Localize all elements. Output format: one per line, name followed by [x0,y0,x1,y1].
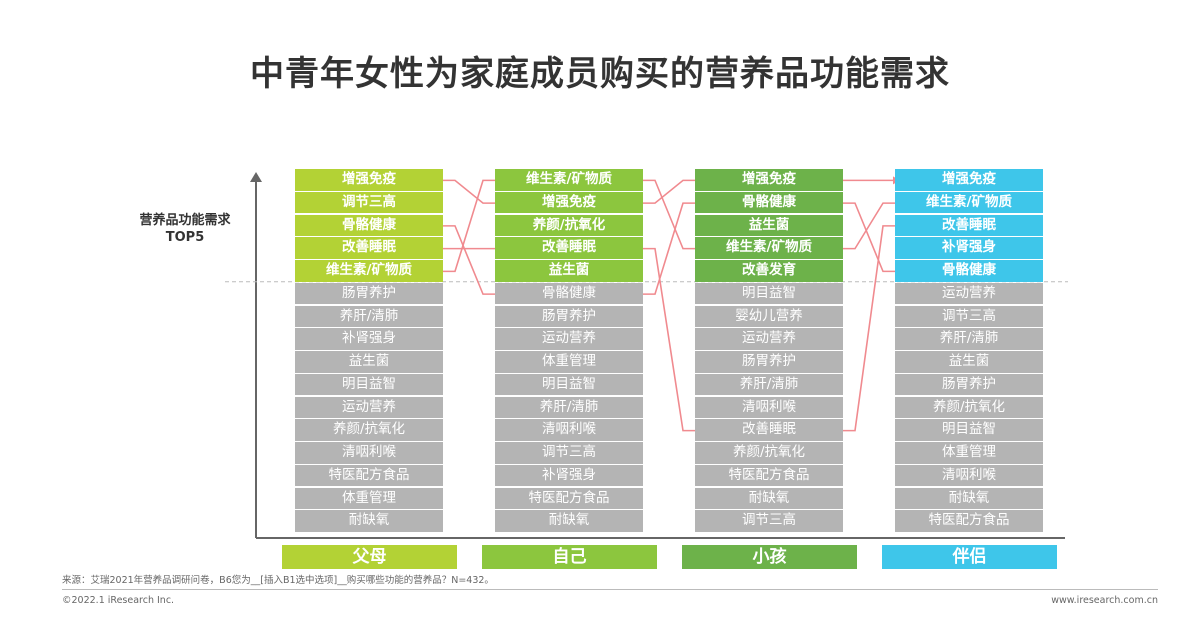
footer-divider [62,589,1158,590]
cell-1-13: 清咽利喉 [295,442,443,464]
cell-4-14: 清咽利喉 [895,464,1043,487]
cell-2-9: 体重管理 [495,351,643,373]
category-label-1: 父母 [282,545,457,569]
source-note: 来源：艾瑞2021年营养品调研问卷，B6您为__[插入B1选中选项]__购买哪些… [62,575,494,586]
cell-2-12: 清咽利喉 [495,419,643,441]
category-label-3: 小孩 [682,545,857,569]
cell-3-1: 增强免疫 [695,169,843,191]
cell-4-7: 调节三高 [895,305,1043,327]
copyright: ©2022.1 iResearch Inc. [62,595,175,606]
cell-4-15: 耐缺氧 [895,487,1043,509]
cell-1-14: 特医配方食品 [295,464,443,487]
cell-4-6: 运动营养 [895,282,1043,305]
website: www.iresearch.com.cn [1051,595,1158,606]
cell-4-13: 体重管理 [895,442,1043,464]
cell-1-2: 调节三高 [295,191,443,214]
y-axis-label: 营养品功能需求 TOP5 [120,212,250,246]
cell-3-5: 改善发育 [695,260,843,282]
cell-2-10: 明目益智 [495,373,643,396]
cell-1-4: 改善睡眠 [295,237,443,259]
cell-3-13: 养颜/抗氧化 [695,442,843,464]
cell-3-4: 维生素/矿物质 [695,237,843,259]
cell-3-2: 骨骼健康 [695,191,843,214]
cell-1-11: 运动营养 [295,396,443,418]
cell-4-11: 养颜/抗氧化 [895,396,1043,418]
cell-2-16: 耐缺氧 [495,510,643,532]
cell-4-8: 养肝/清肺 [895,328,1043,350]
cell-4-10: 肠胃养护 [895,373,1043,396]
cell-1-1: 增强免疫 [295,169,443,191]
cell-3-7: 婴幼儿营养 [695,305,843,327]
cell-2-3: 养颜/抗氧化 [495,214,643,236]
category-label-2: 自己 [482,545,657,569]
cell-3-16: 调节三高 [695,510,843,532]
cell-4-4: 补肾强身 [895,237,1043,259]
cell-2-6: 骨骼健康 [495,282,643,305]
cell-4-16: 特医配方食品 [895,510,1043,532]
cell-2-2: 增强免疫 [495,191,643,214]
cell-2-8: 运动营养 [495,328,643,350]
cell-3-9: 肠胃养护 [695,351,843,373]
cell-1-6: 肠胃养护 [295,282,443,305]
y-axis-arrow-icon [250,172,262,182]
cell-2-14: 补肾强身 [495,464,643,487]
cell-2-11: 养肝/清肺 [495,396,643,418]
cell-1-8: 补肾强身 [295,328,443,350]
cell-3-14: 特医配方食品 [695,464,843,487]
cell-4-1: 增强免疫 [895,169,1043,191]
cell-4-3: 改善睡眠 [895,214,1043,236]
cell-3-15: 耐缺氧 [695,487,843,509]
cell-1-10: 明目益智 [295,373,443,396]
cell-4-2: 维生素/矿物质 [895,191,1043,214]
cell-3-6: 明目益智 [695,282,843,305]
cell-3-10: 养肝/清肺 [695,373,843,396]
page-title: 中青年女性为家庭成员购买的营养品功能需求 [250,54,950,94]
cell-1-15: 体重管理 [295,487,443,509]
cell-2-5: 益生菌 [495,260,643,282]
cell-2-13: 调节三高 [495,442,643,464]
cell-2-1: 维生素/矿物质 [495,169,643,191]
cell-3-3: 益生菌 [695,214,843,236]
cell-1-5: 维生素/矿物质 [295,260,443,282]
cell-4-5: 骨骼健康 [895,260,1043,282]
cell-4-9: 益生菌 [895,351,1043,373]
cell-3-12: 改善睡眠 [695,419,843,441]
cell-1-12: 养颜/抗氧化 [295,419,443,441]
cell-3-11: 清咽利喉 [695,396,843,418]
cell-1-3: 骨骼健康 [295,214,443,236]
cell-2-7: 肠胃养护 [495,305,643,327]
y-axis-label-line2: TOP5 [165,230,205,245]
cell-2-4: 改善睡眠 [495,237,643,259]
cell-1-9: 益生菌 [295,351,443,373]
cell-4-12: 明目益智 [895,419,1043,441]
cell-3-8: 运动营养 [695,328,843,350]
cell-1-7: 养肝/清肺 [295,305,443,327]
y-axis-label-line1: 营养品功能需求 [139,213,231,228]
cell-2-15: 特医配方食品 [495,487,643,509]
category-label-4: 伴侣 [882,545,1057,569]
cell-1-16: 耐缺氧 [295,510,443,532]
